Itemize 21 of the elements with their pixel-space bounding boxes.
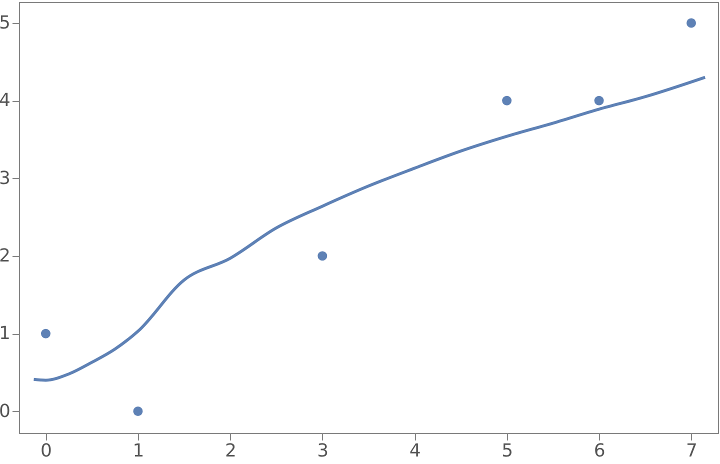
point [41, 328, 50, 338]
x-tick-label: 7 [686, 440, 698, 462]
point [502, 96, 512, 106]
x-tick-label: 6 [594, 440, 606, 462]
line-series [32, 76, 707, 382]
y-tick-label: 0 [0, 400, 10, 422]
x-tick-label: 2 [224, 440, 236, 462]
y-tick-label: 2 [0, 245, 10, 266]
x-tick-label: 0 [40, 440, 52, 462]
point [133, 406, 143, 416]
point [686, 18, 696, 28]
x-tick-label: 1 [132, 440, 144, 462]
x-tick-label: 5 [502, 440, 514, 462]
point [594, 96, 604, 106]
y-tick-label: 1 [0, 323, 10, 344]
y-tick-label: 5 [0, 12, 10, 34]
x-tick-label: 4 [409, 440, 421, 462]
y-tick-label: 4 [0, 90, 10, 112]
x-tick-label: 3 [317, 440, 329, 462]
point [318, 251, 328, 261]
y-tick-label: 3 [0, 168, 10, 189]
